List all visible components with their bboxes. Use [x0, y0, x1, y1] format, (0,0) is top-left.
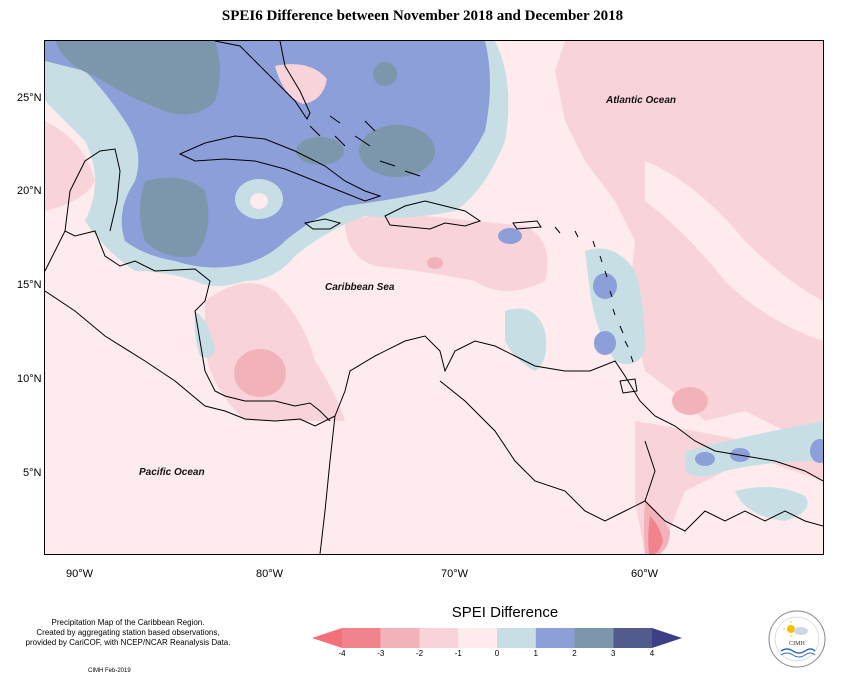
legend-box	[497, 628, 536, 648]
legend-tick-label: 3	[611, 649, 616, 658]
lon-label-60w: 60°W	[631, 568, 659, 580]
cloud-icon	[794, 627, 808, 635]
east-positive	[735, 487, 808, 521]
legend-title: SPEI Difference	[451, 604, 559, 621]
colombia-border	[319, 415, 336, 554]
legend-box	[613, 628, 652, 648]
spei-map	[45, 41, 823, 554]
legend-arrow-low	[312, 628, 342, 648]
guiana-positive	[685, 421, 823, 476]
south-america-coast	[334, 335, 823, 482]
puerto-rico-outline	[512, 220, 542, 230]
legend-tick-label: 4	[649, 649, 655, 658]
lat-label-15n: 15°N	[17, 279, 42, 291]
legend-tick-label: 2	[572, 649, 577, 658]
wave-icon	[780, 648, 816, 658]
map-panel	[44, 40, 824, 555]
trinidad-outline	[619, 378, 638, 394]
antilles-blue-1	[593, 273, 617, 299]
central-america-coast	[45, 230, 331, 422]
gulf-dark-south	[140, 177, 209, 257]
caribbean-negative-core	[234, 349, 286, 397]
cimh-logo: CIMH	[768, 610, 826, 668]
lat-label-25n: 25°N	[17, 92, 42, 104]
legend-tick-label: -1	[454, 649, 462, 658]
legend-box	[535, 628, 575, 648]
legend-arrow-high	[652, 628, 682, 648]
jamaica-outline	[303, 218, 342, 230]
legend-box	[574, 628, 614, 648]
note-line-3: provided by CariCOF, with NCEP/NCAR Rean…	[25, 638, 231, 647]
map-title: SPEI6 Difference between November 2018 a…	[221, 8, 624, 24]
atlantic-ocean-label: Atlantic Ocean	[606, 95, 677, 106]
legend-box	[342, 628, 381, 648]
atlantic-negative-region	[555, 41, 823, 441]
lesser-antilles	[554, 226, 634, 363]
bahamas-dark	[359, 125, 435, 177]
central-america-pacific	[45, 290, 336, 427]
east-edge-blue	[810, 439, 823, 463]
legend-tick-label: 0	[494, 649, 500, 658]
legend-tick-label: -3	[377, 649, 385, 658]
lat-label-10n: 10°N	[17, 373, 42, 385]
yucatan-outline	[64, 148, 121, 232]
central-negative-spot	[427, 257, 443, 269]
legend-box	[419, 628, 459, 648]
lon-label-70w: 70°W	[441, 568, 469, 580]
note-line-2: Created by aggregating station based obs…	[36, 628, 220, 637]
credit-text: CIMH Feb-2019	[88, 668, 131, 674]
note-line-1: Precipitation Map of the Caribbean Regio…	[51, 618, 205, 627]
florida-outline	[214, 41, 311, 120]
cuba-outline	[178, 135, 382, 202]
legend-box	[458, 628, 497, 648]
lon-label-90w: 90°W	[66, 568, 94, 580]
venezuela-positive	[505, 308, 547, 371]
lat-label-5n: 5°N	[23, 467, 42, 479]
venezuela-border	[439, 380, 646, 522]
west-negative	[45, 121, 95, 211]
legend-tick-label: -4	[338, 649, 346, 658]
atlantic-pale-band	[645, 161, 823, 341]
florida-pink-hole	[275, 64, 327, 104]
caribbean-sea-label: Caribbean Sea	[325, 282, 395, 293]
legend-tick-label: -2	[415, 649, 424, 658]
legend-tick-label: 1	[533, 649, 538, 658]
panama-positive	[194, 311, 215, 358]
atlantic-negative-spot	[672, 387, 708, 415]
bahamas-islands	[309, 115, 421, 177]
cayman-pink-core	[250, 193, 268, 209]
guiana-strong-core	[648, 516, 663, 554]
pacific-ocean-label: Pacific Ocean	[139, 467, 205, 478]
legend-box	[380, 628, 420, 648]
legend-colorbar	[312, 628, 682, 648]
antilles-blue-2	[594, 331, 616, 355]
lon-label-80w: 80°W	[256, 568, 284, 580]
lat-label-20n: 20°N	[17, 185, 42, 197]
legend-boxes	[342, 628, 652, 648]
logo-text: CIMH	[789, 641, 805, 647]
bahamas-dark-2	[373, 62, 397, 86]
cuba-dark	[296, 137, 344, 165]
hispaniola-outline	[384, 200, 482, 230]
coastlines	[45, 41, 823, 554]
prico-blue	[498, 228, 522, 244]
central-negative	[345, 214, 548, 291]
guiana-blue-1	[695, 452, 715, 466]
guyana-border	[644, 440, 823, 532]
gulf-positive-dark	[55, 41, 220, 115]
